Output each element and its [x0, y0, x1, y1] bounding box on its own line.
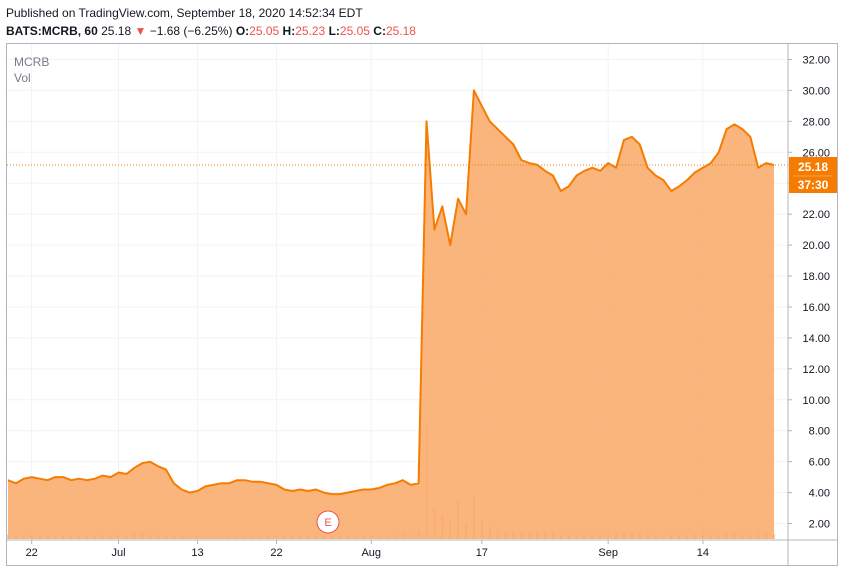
price-tick-label: 4.00: [809, 488, 830, 500]
published-line: Published on TradingView.com, September …: [6, 6, 363, 20]
price-tag-box: [789, 157, 837, 193]
price-tick-label: 28.00: [802, 116, 830, 128]
price-tick-label: 22.00: [802, 209, 830, 221]
price-tag-value: 25.18: [798, 160, 828, 174]
price-axis[interactable]: 2.00 4.00 6.00 8.00 10.00 12.00 14.00 16.00 18.0…: [788, 54, 830, 531]
price-tag-countdown: 37:30: [798, 178, 829, 192]
time-tick-label: 22: [270, 547, 282, 559]
time-tick-label: 13: [191, 547, 203, 559]
price-area: [8, 90, 774, 540]
price-tick-label: 14.00: [802, 333, 830, 345]
price-tick-label: 32.00: [802, 54, 830, 66]
price-tick-label: 30.00: [802, 85, 830, 97]
chart-header: Published on TradingView.com, September …: [6, 4, 416, 40]
price-tick-label: 6.00: [809, 457, 830, 469]
legend-volume: Vol: [14, 71, 31, 85]
time-tick-label: 17: [476, 547, 488, 559]
earnings-event-marker[interactable]: E: [316, 510, 340, 534]
price-tick-label: 20.00: [802, 240, 830, 252]
time-tick-label: 14: [697, 547, 709, 559]
price-tick-label: 10.00: [802, 395, 830, 407]
earnings-label: E: [324, 517, 331, 529]
low-label: L:: [328, 24, 340, 38]
legend-symbol: MCRB: [14, 55, 49, 69]
high-label: H:: [282, 24, 296, 38]
open-value: 25.05: [249, 24, 280, 38]
close-label: C:: [373, 24, 386, 38]
symbol-label: BATS:MCRB, 60: [6, 24, 98, 38]
earnings-circle: [316, 510, 340, 534]
time-axis[interactable]: 22 Jul 13 22 Aug 17 Sep 14: [26, 540, 709, 559]
price-tick-label: 12.00: [802, 364, 830, 376]
open-label: O:: [235, 24, 250, 38]
time-tick-label: 22: [26, 547, 38, 559]
down-arrow-icon: ▼: [134, 24, 147, 38]
price-tick-label: 26.00: [802, 147, 830, 159]
chart-frame[interactable]: [6, 43, 838, 566]
close-value: 25.18: [385, 24, 416, 38]
price-tick-label: 18.00: [802, 271, 830, 283]
price-line: [7, 89, 775, 496]
price-change: −1.68 (−6.25%): [149, 24, 233, 38]
time-tick-label: Aug: [361, 547, 381, 559]
price-tick-label: 8.00: [809, 426, 830, 438]
price-tick-label: 2.00: [809, 519, 830, 531]
time-tick-label: Sep: [598, 547, 618, 559]
last-price: 25.18: [101, 24, 132, 38]
low-value: 25.05: [339, 24, 370, 38]
symbol-line: BATS:MCRB, 60 25.18 ▼ −1.68 (−6.25%) O:2…: [6, 22, 416, 40]
price-tick-label: 16.00: [802, 302, 830, 314]
high-value: 25.23: [295, 24, 326, 38]
time-tick-label: Jul: [112, 547, 126, 559]
price-tag: 25.18 37:30: [789, 157, 837, 193]
